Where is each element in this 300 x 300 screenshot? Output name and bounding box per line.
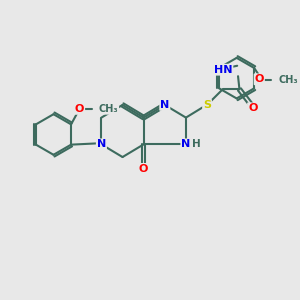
- Text: S: S: [203, 100, 211, 110]
- Text: HN: HN: [214, 65, 232, 75]
- Text: N: N: [97, 140, 106, 149]
- Text: H: H: [192, 140, 201, 149]
- Text: O: O: [255, 74, 264, 84]
- Text: O: O: [139, 164, 148, 174]
- Text: N: N: [160, 100, 170, 110]
- Text: CH₃: CH₃: [279, 75, 298, 85]
- Text: O: O: [75, 104, 84, 114]
- Text: O: O: [248, 103, 257, 113]
- Text: CH₃: CH₃: [99, 104, 118, 114]
- Text: N: N: [181, 140, 190, 149]
